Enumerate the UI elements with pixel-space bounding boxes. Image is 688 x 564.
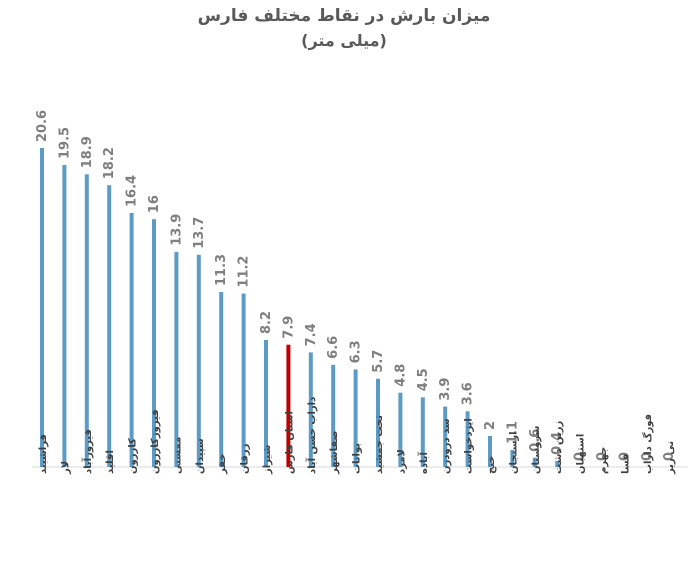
- bar: [465, 411, 470, 467]
- category-label: استان فارس: [284, 411, 295, 474]
- bar: [84, 174, 89, 468]
- category-label: بوانات: [352, 443, 363, 474]
- value-label: 6.3: [349, 340, 364, 363]
- bar: [264, 340, 268, 467]
- category-label: آباده: [417, 451, 430, 474]
- value-label: 13.7: [192, 217, 207, 249]
- value-label: 0: [595, 452, 610, 461]
- value-label: 0: [617, 452, 632, 461]
- bar: [510, 450, 515, 467]
- category-label: لار: [60, 461, 71, 475]
- value-label: 16: [147, 195, 162, 213]
- bar: [286, 344, 291, 467]
- value-label: 3.6: [461, 382, 476, 405]
- category-label: ممسنی: [172, 437, 183, 474]
- bar: [331, 364, 336, 467]
- category-label: شیراز: [262, 445, 273, 475]
- category-label: جهرم: [598, 447, 609, 474]
- value-label: 0: [573, 452, 588, 461]
- value-label: 3.9: [438, 378, 453, 401]
- bar: [196, 254, 201, 467]
- category-label: سد درودزن: [441, 418, 452, 474]
- value-label: 16.4: [125, 175, 140, 207]
- value-label: 4.8: [393, 364, 408, 387]
- value-label: 4.5: [416, 368, 431, 391]
- bar: [532, 457, 537, 467]
- value-label: 7.9: [281, 316, 296, 339]
- bar: [241, 293, 246, 467]
- category-label: خنج: [486, 456, 497, 475]
- bar: [488, 436, 492, 467]
- bar: [376, 378, 380, 467]
- bar: [152, 219, 156, 467]
- bar: [420, 397, 425, 467]
- category-label: فورگ داراب: [641, 414, 654, 474]
- value-label: 0: [662, 452, 677, 461]
- bar: [174, 251, 179, 467]
- bar: [555, 460, 560, 467]
- bar: [219, 292, 224, 467]
- category-label: فسا: [620, 454, 631, 474]
- category-label: اقلید: [105, 450, 116, 474]
- chart-subtitle: (میلی متر): [301, 31, 387, 50]
- category-label: لامرد: [396, 449, 407, 474]
- value-label: 18.9: [80, 136, 95, 168]
- value-label: 6.6: [326, 336, 341, 359]
- bar: [353, 369, 358, 467]
- bar: [40, 148, 44, 467]
- value-label: 7.4: [304, 323, 319, 346]
- category-label: سپیدان: [195, 438, 206, 474]
- category-label: ارسنجان: [508, 431, 519, 474]
- category-label: فیروزکازرون: [150, 409, 161, 474]
- bar: [308, 352, 313, 467]
- chart-title: میزان بارش در نقاط مختلف فارس: [197, 6, 491, 26]
- category-label: فیروزآباد: [81, 429, 94, 474]
- category-label: داراب حسن آباد: [305, 397, 318, 474]
- category-label: صفاشهر: [329, 431, 340, 475]
- category-label: سروستان: [531, 425, 542, 474]
- bar: [129, 213, 134, 467]
- value-label: 1.1: [505, 421, 520, 444]
- value-label: 2: [483, 421, 498, 430]
- value-label: 11.3: [214, 254, 229, 286]
- category-label: استهبان: [576, 434, 587, 474]
- bar: [398, 392, 403, 467]
- bar: [62, 165, 67, 467]
- category-label: خفر: [217, 453, 228, 475]
- category-label: ایزدخواست: [464, 418, 475, 474]
- value-label: 0.6: [528, 429, 543, 452]
- value-label: 0.4: [550, 432, 565, 455]
- value-label: 0: [640, 452, 655, 461]
- category-label: زرقان: [240, 443, 251, 474]
- bar: [107, 185, 112, 467]
- bar: [443, 406, 448, 467]
- category-label: زرین دشت: [553, 420, 564, 474]
- value-label: 5.7: [371, 350, 386, 373]
- value-label: 8.2: [259, 311, 274, 334]
- category-label: کازرون: [128, 438, 139, 474]
- value-label: 18.2: [102, 147, 117, 179]
- value-label: 19.5: [57, 127, 72, 159]
- category-label: نی ریز: [665, 441, 676, 475]
- value-label: 13.9: [169, 214, 184, 246]
- value-label: 20.6: [35, 110, 50, 142]
- category-label: تخت جمشید: [374, 415, 385, 474]
- category-label: فراشبند: [38, 434, 49, 474]
- value-label: 11.2: [237, 256, 252, 288]
